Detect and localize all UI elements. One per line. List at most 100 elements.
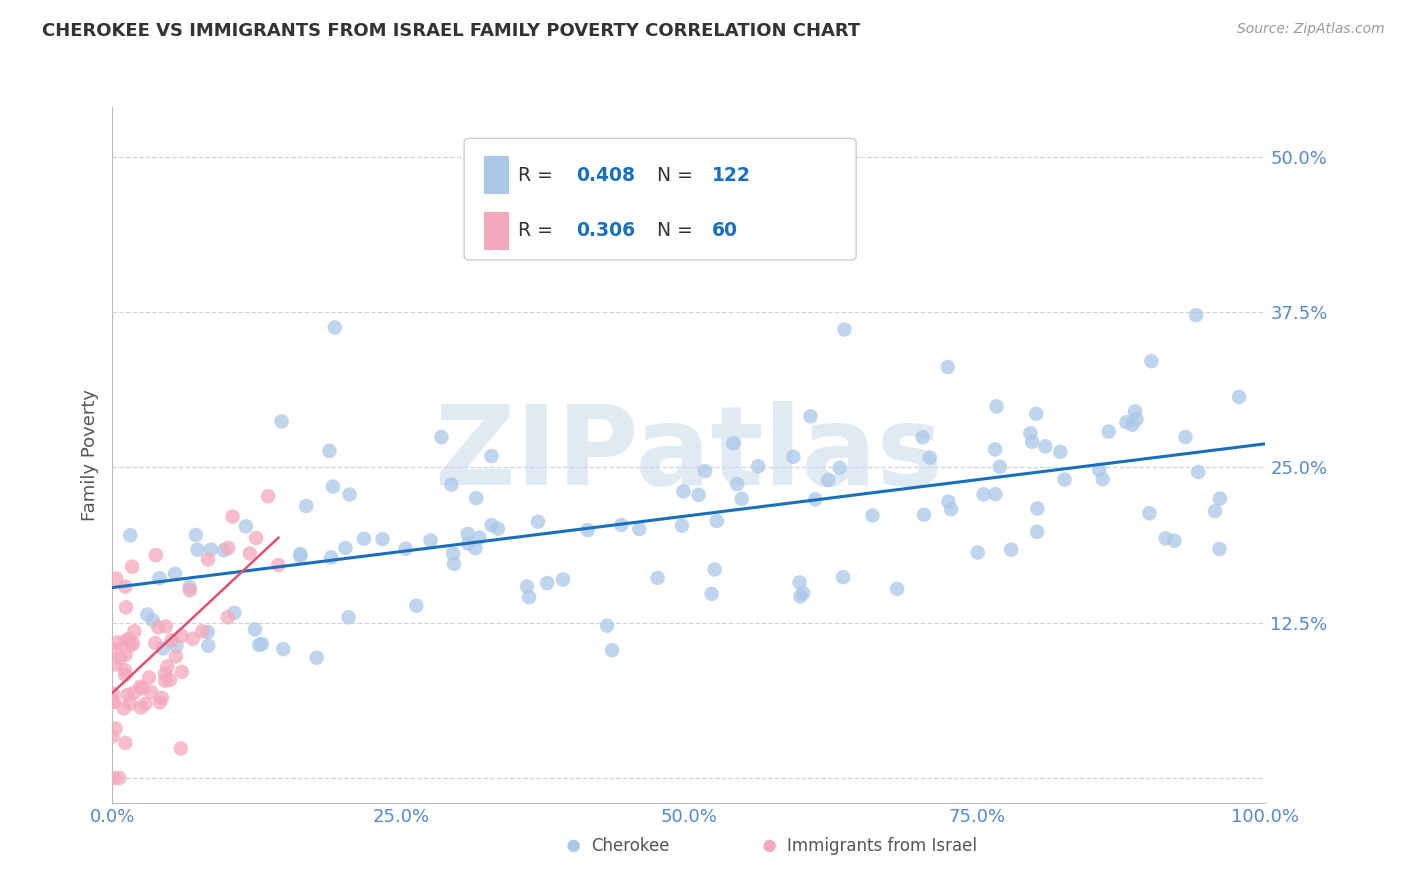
Point: [939, 502, 962, 516]
Point: [186, 542, 208, 557]
Point: [465, 491, 488, 505]
Point: [1019, 426, 1042, 441]
Text: Immigrants from Israel: Immigrants from Israel: [787, 837, 977, 855]
Point: [247, 638, 270, 652]
Y-axis label: Family Poverty: Family Poverty: [80, 389, 98, 521]
Point: [120, 528, 142, 542]
Point: [395, 541, 418, 556]
Point: [114, 648, 136, 662]
Point: [105, 635, 128, 649]
Point: [747, 459, 769, 474]
Point: [441, 547, 464, 561]
Point: [115, 633, 138, 648]
Point: [217, 610, 239, 624]
Point: [706, 514, 728, 528]
Point: [212, 543, 235, 558]
Point: [758, 847, 780, 862]
Point: [322, 479, 344, 493]
Point: [267, 558, 290, 573]
Point: [527, 515, 550, 529]
Point: [217, 541, 239, 555]
Point: [1209, 491, 1232, 506]
Point: [181, 632, 204, 646]
Point: [129, 700, 152, 714]
Point: [693, 464, 716, 478]
Point: [152, 641, 174, 656]
Point: [117, 688, 139, 702]
Point: [200, 542, 222, 557]
Point: [153, 673, 176, 688]
Text: 60: 60: [711, 221, 738, 240]
Point: [688, 488, 710, 502]
Point: [243, 623, 266, 637]
Point: [1115, 415, 1137, 429]
Point: [245, 531, 267, 545]
Text: 122: 122: [711, 166, 751, 185]
Point: [1026, 501, 1049, 516]
Point: [138, 670, 160, 684]
Point: [197, 639, 219, 653]
Point: [1125, 412, 1147, 426]
Point: [134, 697, 156, 711]
Point: [142, 613, 165, 627]
Point: [114, 736, 136, 750]
Point: [1227, 390, 1250, 404]
Point: [647, 571, 669, 585]
Point: [104, 657, 127, 672]
Point: [145, 548, 167, 562]
Point: [1088, 463, 1111, 477]
Text: 0.306: 0.306: [576, 221, 636, 240]
Point: [197, 552, 219, 566]
Point: [1049, 445, 1071, 459]
Point: [149, 695, 172, 709]
FancyBboxPatch shape: [484, 156, 509, 194]
Point: [817, 473, 839, 487]
Point: [596, 618, 619, 632]
Point: [610, 518, 633, 533]
Point: [250, 637, 273, 651]
Point: [1000, 542, 1022, 557]
Point: [101, 687, 124, 701]
Text: R =: R =: [519, 221, 560, 240]
Point: [700, 587, 723, 601]
Point: [104, 722, 127, 736]
Point: [122, 686, 145, 700]
Point: [239, 546, 262, 560]
Point: [270, 414, 292, 428]
Point: [179, 580, 201, 594]
Point: [457, 527, 479, 541]
Point: [419, 533, 441, 548]
Point: [115, 600, 138, 615]
Point: [799, 409, 821, 424]
Point: [353, 532, 375, 546]
Point: [159, 673, 181, 687]
Point: [1187, 465, 1209, 479]
Point: [481, 449, 503, 463]
Point: [170, 629, 193, 643]
Point: [290, 549, 312, 564]
Point: [986, 400, 1008, 414]
FancyBboxPatch shape: [464, 138, 856, 260]
Point: [973, 487, 995, 501]
Point: [1121, 417, 1143, 432]
Text: N =: N =: [657, 166, 699, 185]
Point: [129, 680, 152, 694]
Point: [828, 460, 851, 475]
Point: [1091, 472, 1114, 486]
Point: [886, 582, 908, 596]
Point: [150, 690, 173, 705]
Point: [114, 664, 136, 678]
Point: [224, 606, 246, 620]
Point: [481, 518, 503, 533]
Point: [290, 547, 312, 561]
Point: [731, 491, 754, 506]
Point: [165, 649, 187, 664]
Point: [101, 730, 124, 744]
Point: [191, 624, 214, 639]
Point: [170, 741, 193, 756]
Point: [988, 459, 1011, 474]
Point: [468, 531, 491, 545]
Point: [1174, 430, 1197, 444]
Point: [789, 575, 811, 590]
Point: [984, 442, 1007, 457]
